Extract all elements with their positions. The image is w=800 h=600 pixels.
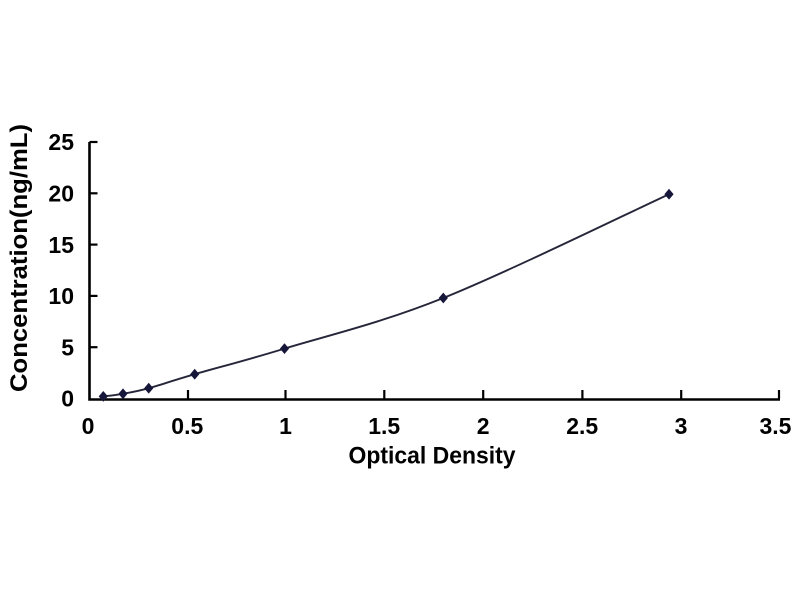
svg-text:20: 20 bbox=[48, 181, 74, 207]
svg-text:0: 0 bbox=[82, 413, 95, 439]
svg-text:3: 3 bbox=[675, 413, 688, 439]
svg-text:1: 1 bbox=[279, 413, 292, 439]
svg-text:3.5: 3.5 bbox=[760, 413, 792, 439]
svg-text:2.5: 2.5 bbox=[566, 413, 598, 439]
svg-text:10: 10 bbox=[48, 283, 74, 309]
svg-text:Concentration(ng/mL): Concentration(ng/mL) bbox=[6, 124, 33, 392]
svg-text:15: 15 bbox=[48, 232, 74, 258]
svg-text:5: 5 bbox=[61, 334, 74, 360]
svg-text:2: 2 bbox=[477, 413, 490, 439]
svg-text:25: 25 bbox=[48, 129, 74, 155]
svg-text:1.5: 1.5 bbox=[368, 413, 400, 439]
svg-text:Optical Density: Optical Density bbox=[349, 443, 517, 470]
svg-text:0.5: 0.5 bbox=[171, 413, 203, 439]
svg-text:0: 0 bbox=[61, 386, 74, 412]
